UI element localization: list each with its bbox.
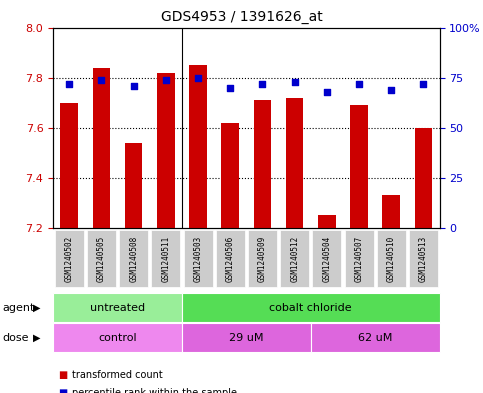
Point	[162, 77, 170, 83]
Point	[227, 84, 234, 91]
Bar	[221, 123, 239, 228]
Text: dose: dose	[2, 332, 29, 343]
Point	[65, 81, 73, 87]
Bar	[157, 73, 175, 228]
Bar	[350, 105, 368, 228]
Text: GSM1240503: GSM1240503	[194, 235, 202, 281]
Text: transformed count: transformed count	[72, 370, 163, 380]
Text: GSM1240502: GSM1240502	[65, 235, 74, 281]
Text: ■: ■	[58, 388, 67, 393]
Point	[291, 79, 298, 85]
Point	[420, 81, 427, 87]
Text: GSM1240512: GSM1240512	[290, 235, 299, 281]
Bar	[60, 103, 78, 228]
Text: 29 uM: 29 uM	[229, 332, 264, 343]
Point	[130, 83, 138, 89]
Bar	[286, 98, 303, 228]
Text: GSM1240511: GSM1240511	[161, 235, 170, 281]
Text: ▶: ▶	[33, 303, 41, 312]
Bar	[414, 128, 432, 228]
Text: GSM1240504: GSM1240504	[322, 235, 331, 281]
Point	[387, 86, 395, 93]
Text: GSM1240507: GSM1240507	[355, 235, 364, 281]
Text: GSM1240508: GSM1240508	[129, 235, 138, 281]
Text: percentile rank within the sample: percentile rank within the sample	[72, 388, 238, 393]
Text: GSM1240505: GSM1240505	[97, 235, 106, 281]
Bar	[125, 143, 142, 228]
Bar	[383, 195, 400, 228]
Point	[323, 88, 331, 95]
Bar	[318, 215, 336, 228]
Text: untreated: untreated	[90, 303, 145, 312]
Text: GSM1240513: GSM1240513	[419, 235, 428, 281]
Bar	[93, 68, 110, 228]
Bar	[189, 65, 207, 228]
Bar	[254, 100, 271, 228]
Text: agent: agent	[2, 303, 35, 312]
Text: ■: ■	[58, 370, 67, 380]
Point	[355, 81, 363, 87]
Point	[194, 75, 202, 81]
Point	[258, 81, 266, 87]
Text: GDS4953 / 1391626_at: GDS4953 / 1391626_at	[161, 10, 322, 24]
Text: GSM1240509: GSM1240509	[258, 235, 267, 281]
Point	[98, 77, 105, 83]
Text: control: control	[98, 332, 137, 343]
Text: cobalt chloride: cobalt chloride	[270, 303, 352, 312]
Text: GSM1240506: GSM1240506	[226, 235, 235, 281]
Text: ▶: ▶	[33, 332, 41, 343]
Text: GSM1240510: GSM1240510	[387, 235, 396, 281]
Text: 62 uM: 62 uM	[358, 332, 392, 343]
